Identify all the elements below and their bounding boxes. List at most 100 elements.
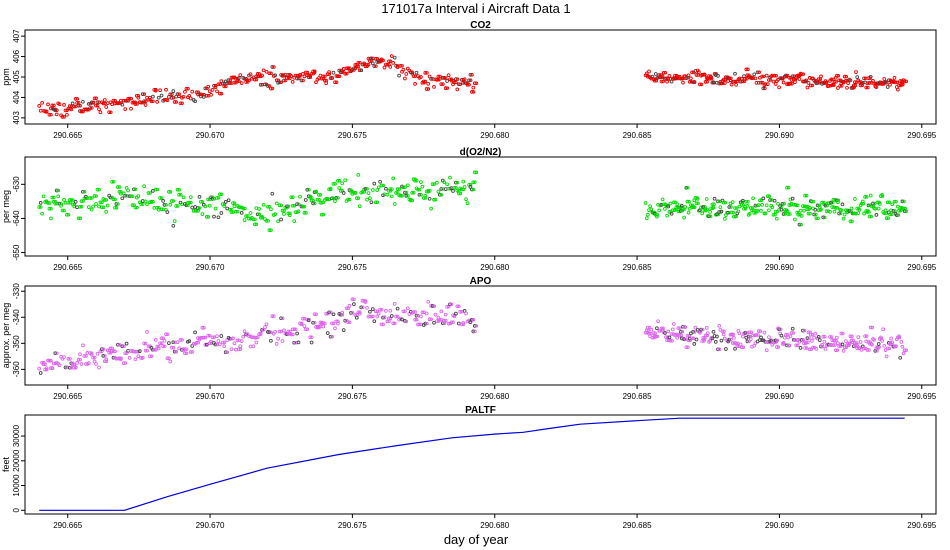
data-point [435,180,439,185]
data-point [67,365,72,370]
data-point [215,89,219,94]
data-point [704,197,709,201]
data-point [213,342,218,347]
data-point [375,200,380,205]
data-point [392,202,397,206]
data-point [828,335,832,339]
data-point [188,195,193,199]
data-point [833,348,838,353]
data-point [234,347,238,352]
data-point [164,332,168,337]
data-point [75,361,79,365]
data-point [90,106,94,110]
data-point [779,207,784,212]
data-point [655,213,660,217]
data-point [888,212,892,217]
data-point [805,336,810,340]
data-point [66,200,71,205]
data-point [862,76,866,81]
data-point [395,306,400,311]
data-point [239,81,244,85]
data-point [820,344,825,349]
data-point [839,208,844,212]
x-tick-label: 290.680 [480,263,509,272]
data-point [880,193,884,197]
data-point [691,205,695,210]
x-tick-label: 290.665 [53,263,82,272]
data-point [146,344,151,349]
data-point [694,337,699,342]
y-tick-label: 20000 [12,449,21,472]
data-point [212,214,216,219]
y-axis-label: feet [1,456,11,472]
data-point [382,65,387,70]
data-point [904,209,909,213]
data-point [222,84,227,89]
data-point [280,339,285,343]
data-point [723,200,728,205]
data-point [821,200,826,205]
data-point [835,348,840,353]
data-point [299,78,304,83]
data-point [439,309,444,314]
data-point [167,356,171,360]
data-point [238,73,243,77]
data-point [371,314,375,319]
data-point [113,349,117,354]
data-point [769,338,774,343]
data-point [867,214,872,219]
data-point [56,194,61,199]
data-point [844,339,848,343]
data-point [75,100,79,105]
data-point [184,351,189,356]
data-point [397,73,401,78]
data-point [305,327,310,331]
data-point [456,191,461,196]
plot-frame [24,156,937,257]
data-point [794,343,798,348]
data-point [378,307,382,312]
data-point [734,341,738,346]
data-point [270,191,275,196]
panel-0: CO2 ppm 290.665 290.670 290.675 290.680 290.68… [1,20,937,140]
data-point [203,204,208,209]
data-point [292,204,297,208]
data-point [751,196,755,201]
data-point [829,335,834,339]
data-point [653,331,657,335]
data-point [104,105,109,109]
data-point [902,199,906,204]
data-point [694,201,699,206]
data-point [279,80,283,85]
data-point [287,213,292,218]
data-point [172,100,177,104]
data-point [823,347,828,351]
data-point [729,210,734,215]
data-point [404,194,409,198]
x-tick-label: 290.695 [907,131,936,140]
data-point [314,312,318,316]
data-point [369,56,374,61]
data-point [703,73,707,77]
data-point [675,202,680,207]
data-point [470,187,474,192]
data-point [124,341,129,346]
data-point [790,74,795,79]
data-point [175,187,180,192]
data-point [347,320,352,324]
data-point [733,346,737,351]
data-point [89,352,94,357]
data-point [114,205,119,210]
data-point [666,204,671,209]
x-tick-label: 290.670 [196,392,225,401]
data-point [902,79,907,84]
data-point [277,203,282,208]
data-point [388,308,393,313]
data-point [47,358,52,363]
data-point [145,202,149,207]
data-point [857,346,861,351]
data-point [472,170,477,175]
data-point [135,102,139,106]
data-point [648,204,652,209]
data-point [333,182,337,186]
